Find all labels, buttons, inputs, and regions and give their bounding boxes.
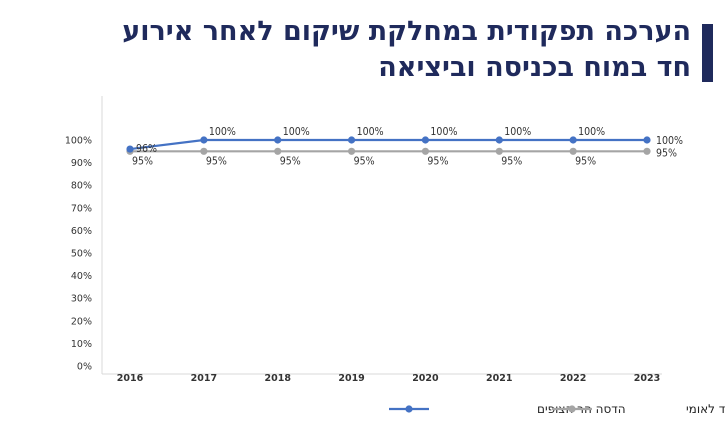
data-point	[274, 136, 282, 144]
data-point	[569, 147, 577, 155]
data-point	[200, 136, 208, 144]
x-tick-label: 2019	[338, 373, 364, 384]
y-tick-label: 50%	[71, 249, 92, 260]
y-tick-label: 0%	[77, 362, 92, 373]
data-label: 96%	[136, 143, 157, 155]
data-point	[421, 147, 430, 155]
data-point	[126, 145, 134, 153]
x-tick-label: 2020	[412, 373, 439, 384]
y-tick-label: 80%	[71, 181, 92, 192]
y-tick-label: 10%	[71, 339, 92, 350]
data-point	[200, 147, 208, 155]
chart-title-line-2: חד במוח בכניסה וביציאה	[378, 52, 691, 83]
data-label: 95%	[427, 155, 448, 167]
data-point	[569, 136, 577, 144]
x-tick-label: 2021	[486, 373, 512, 384]
legend-label: יעד לאומי	[686, 402, 725, 416]
data-point	[347, 147, 356, 155]
data-label: 95%	[501, 155, 522, 167]
chart-title: הערכה תפקודית במחלקת שיקום לאחר אירוע חד…	[91, 14, 691, 86]
data-point	[495, 147, 503, 155]
y-tick-label: 70%	[71, 203, 92, 214]
x-tick-label: 2023	[634, 373, 660, 384]
y-tick-label: 60%	[71, 226, 92, 237]
data-point	[421, 136, 430, 144]
data-point	[347, 136, 356, 144]
data-label: 100%	[656, 135, 683, 147]
y-tick-label: 90%	[71, 158, 92, 169]
data-label: 100%	[430, 126, 457, 138]
data-label: 95%	[132, 155, 153, 167]
data-label: 95%	[280, 155, 301, 167]
data-label: 95%	[575, 155, 596, 167]
series-line	[129, 138, 647, 151]
title-accent-bar	[702, 24, 713, 82]
legend-marker	[568, 405, 576, 413]
x-tick-label: 2016	[117, 373, 144, 384]
data-point	[643, 147, 651, 155]
chart-title-line-1: הערכה תפקודית במחלקת שיקום לאחר אירוע	[122, 16, 691, 47]
data-point	[643, 136, 651, 144]
y-tick-label: 20%	[71, 316, 92, 327]
data-point	[495, 136, 503, 144]
data-label: 100%	[209, 126, 236, 138]
data-label: 100%	[578, 126, 605, 138]
y-tick-label: 40%	[71, 271, 92, 282]
data-point	[274, 147, 282, 155]
y-tick-label: 30%	[71, 294, 92, 305]
data-label: 100%	[504, 126, 531, 138]
x-tick-label: 2022	[560, 373, 586, 384]
data-label: 100%	[357, 126, 384, 138]
x-tick-label: 2017	[191, 373, 217, 384]
y-tick-label: 100%	[65, 136, 92, 147]
legend-marker	[405, 405, 413, 413]
x-tick-label: 2018	[264, 373, 291, 384]
data-label: 95%	[656, 147, 677, 159]
data-label: 95%	[354, 155, 375, 167]
data-label: 95%	[206, 155, 227, 167]
data-label: 100%	[283, 126, 310, 138]
